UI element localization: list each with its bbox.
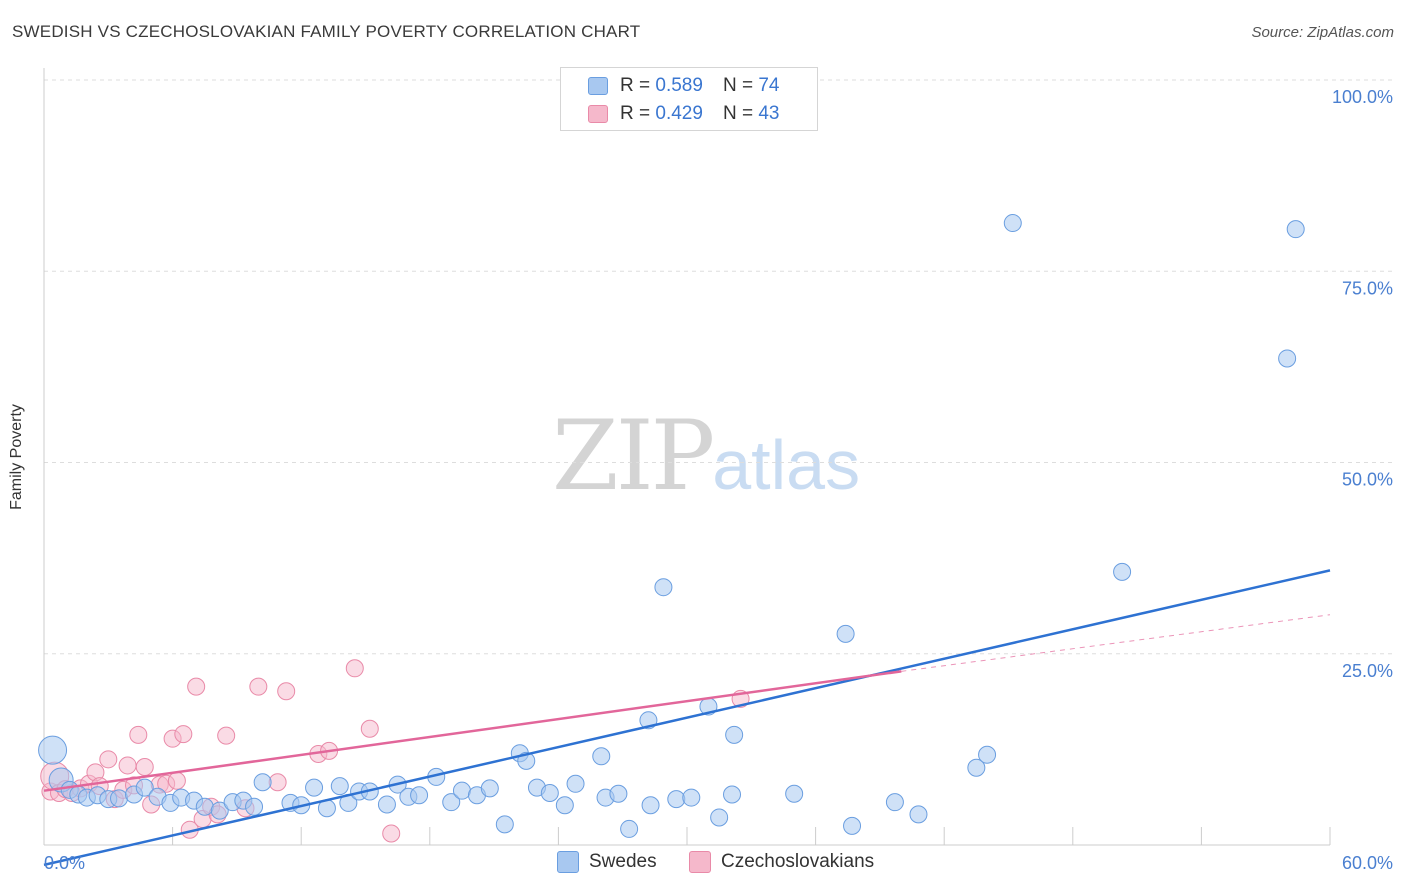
- czechoslovakians-point: [174, 725, 193, 744]
- swedes-point: [1113, 562, 1132, 581]
- swedes-point: [843, 816, 862, 835]
- legend-item-czechoslovakians[interactable]: Czechoslovakians: [689, 851, 874, 873]
- legend-r-label: R =: [620, 103, 651, 124]
- swedes-point: [1003, 214, 1022, 233]
- swedes-point: [609, 784, 628, 803]
- czechoslovakians-point: [118, 756, 137, 775]
- swedes-point: [480, 779, 499, 798]
- chart-title: SWEDISH VS CZECHOSLOVAKIAN FAMILY POVERT…: [12, 22, 641, 41]
- legend-n-label: N =: [722, 75, 754, 96]
- swedes-point: [377, 795, 396, 814]
- swedes-point: [620, 819, 639, 838]
- swedes-swatch: [557, 851, 579, 873]
- axes: [43, 68, 1331, 846]
- swedes-point: [667, 790, 686, 809]
- gridlines: [44, 79, 1394, 655]
- swedes-point: [978, 745, 997, 764]
- czechoslovakians-swatch: [588, 105, 608, 123]
- tick-labels: 25.0% 50.0% 75.0% 100.0% 0.0% 60.0%: [44, 87, 1393, 873]
- legend-n-value: 43: [758, 103, 780, 124]
- czechoslovakians-point: [360, 719, 379, 738]
- y-tick-label: 100.0%: [1332, 87, 1393, 107]
- czechoslovakians-point: [345, 659, 364, 678]
- swedes-point: [495, 815, 514, 834]
- swedes-point: [710, 808, 729, 827]
- swedes-point: [110, 789, 129, 808]
- czechoslovakians-swatch: [689, 851, 711, 873]
- czechoslovakians-series: [40, 659, 750, 843]
- swedes-swatch: [588, 77, 608, 95]
- swedes-point: [305, 778, 324, 797]
- swedes-point: [330, 777, 349, 796]
- swedes-point: [410, 786, 429, 805]
- swedes-point: [540, 783, 559, 802]
- swedes-point: [452, 781, 471, 800]
- swedes-trend-line: [43, 569, 1331, 867]
- czechoslovakians-point: [249, 677, 268, 696]
- swedes-point: [555, 796, 574, 815]
- czechoslovakians-trend-line: [43, 670, 902, 792]
- czechoslovakians-point: [277, 682, 296, 701]
- watermark-zip: ZIP: [552, 400, 715, 512]
- swedes-point: [682, 788, 701, 807]
- swedes-point: [253, 773, 272, 792]
- swedes-point: [1278, 349, 1297, 368]
- swedes-point: [785, 784, 804, 803]
- czechoslovakians-point: [382, 824, 401, 843]
- legend-item-swedes[interactable]: Swedes: [557, 851, 657, 873]
- legend-row-czechoslovakians: R = 0.429 N = 43: [561, 100, 779, 128]
- legend-r-value: 0.589: [655, 75, 703, 96]
- source-label: Source: ZipAtlas.com: [1251, 24, 1394, 41]
- y-tick-label: 75.0%: [1342, 278, 1393, 298]
- y-tick-label: 25.0%: [1342, 661, 1393, 681]
- swedes-point: [967, 758, 986, 777]
- swedes-point: [245, 797, 264, 816]
- watermark-atlas: atlas: [712, 426, 861, 504]
- watermark: ZIPatlas: [552, 400, 860, 512]
- swedes-point: [654, 578, 673, 597]
- swedes-point: [135, 778, 154, 797]
- swedes-point: [909, 805, 928, 824]
- czechoslovakians-point: [217, 726, 236, 745]
- swedes-point: [38, 735, 68, 765]
- legend-r-label: R =: [620, 75, 651, 96]
- swedes-series: [38, 214, 1305, 838]
- czechoslovakians-point: [129, 725, 148, 744]
- czechoslovakians-point: [99, 750, 118, 769]
- swedes-point: [885, 793, 904, 812]
- czechoslovakians-point: [268, 773, 287, 792]
- swedes-point: [1286, 220, 1305, 239]
- legend-row-swedes: R = 0.589 N = 74: [561, 72, 779, 100]
- swedes-point: [592, 747, 611, 766]
- legend-n-value: 74: [758, 75, 780, 96]
- legend-label-swedes: Swedes: [589, 851, 657, 872]
- swedes-point: [442, 793, 461, 812]
- x-tick-label: 60.0%: [1342, 853, 1393, 873]
- x-tick-label: 0.0%: [44, 853, 85, 873]
- swedes-point: [195, 797, 214, 816]
- y-tick-label: 50.0%: [1342, 470, 1393, 490]
- czechoslovakians-point: [167, 771, 186, 790]
- trend-lines: [43, 569, 1331, 867]
- czechoslovakians-point: [187, 677, 206, 696]
- czechoslovakians-point: [135, 757, 154, 776]
- swedes-point: [566, 774, 585, 793]
- swedes-point: [210, 801, 229, 820]
- swedes-point: [836, 624, 855, 643]
- legend-n-label: N =: [722, 103, 754, 124]
- swedes-point: [641, 796, 660, 815]
- correlation-legend: R = 0.589 N = 74 R = 0.429 N = 43: [560, 67, 818, 131]
- czechoslovakians-trend-extension: [901, 614, 1331, 672]
- swedes-point: [723, 785, 742, 804]
- swedes-point: [725, 725, 744, 744]
- legend-r-value: 0.429: [655, 103, 703, 124]
- legend-label-czechoslovakians: Czechoslovakians: [721, 851, 875, 872]
